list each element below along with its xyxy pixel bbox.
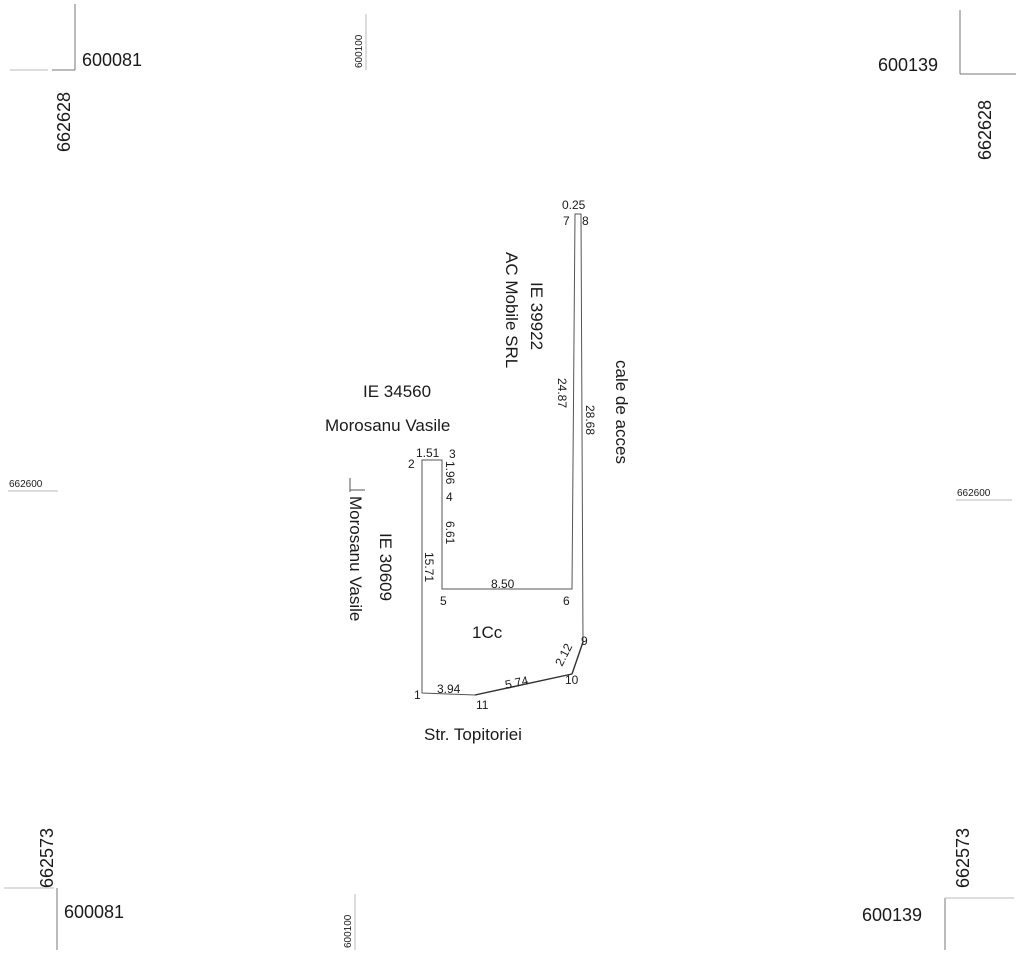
north-neighbor-ie: IE 34560 xyxy=(363,382,431,401)
grid-label-y-top-right: 662628 xyxy=(975,100,995,160)
boundary-segment-9-10 xyxy=(571,641,584,675)
grid-corner-top-left xyxy=(10,4,76,71)
grid-label-x-bottom-left: 600081 xyxy=(64,902,124,922)
point-label-3: 3 xyxy=(449,447,456,461)
street-label: Str. Topitoriei xyxy=(424,725,522,744)
east-neighbor-ie: IE 39922 xyxy=(527,282,546,350)
dimension-8-9: 28.68 xyxy=(583,405,597,435)
west-neighbor-ie: IE 30609 xyxy=(376,533,395,601)
dimension-4-5: 6.61 xyxy=(443,521,457,545)
dimension-5-6: 8.50 xyxy=(491,577,515,591)
point-label-5: 5 xyxy=(440,594,447,608)
grid-label-x-top-left: 600081 xyxy=(82,50,142,70)
grid-label-y-bottom-left: 662573 xyxy=(37,828,57,888)
west-neighbor-owner: Morosanu Vasile xyxy=(346,496,365,621)
access-road-label: cale de acces xyxy=(612,360,631,464)
point-label-4: 4 xyxy=(446,490,453,504)
grid-corner-bottom-left xyxy=(4,887,58,950)
dimension-6-7: 24.87 xyxy=(555,378,569,408)
dimension-3-4: 1.96 xyxy=(443,461,457,485)
point-label-10: 10 xyxy=(565,673,579,687)
point-label-2: 2 xyxy=(408,457,415,471)
point-label-7: 7 xyxy=(563,214,570,228)
grid-label-y-top-left: 662628 xyxy=(54,92,74,152)
dimension-2-3: 1.51 xyxy=(416,446,440,460)
grid-label-x-mid-bottom: 600100 xyxy=(343,914,354,948)
dimension-9-10: 2.12 xyxy=(552,641,575,668)
grid-label-x-bottom-right: 600139 xyxy=(862,905,922,925)
point-label-1: 1 xyxy=(414,688,421,702)
dimension-10-11: 5.74 xyxy=(504,673,530,692)
point-label-9: 9 xyxy=(581,634,588,648)
point-label-8: 8 xyxy=(582,214,589,228)
north-neighbor-owner: Morosanu Vasile xyxy=(325,416,450,435)
grid-corner-bottom-right xyxy=(944,897,1014,950)
grid-label-x-mid-top: 600100 xyxy=(354,34,365,68)
dimension-11-1: 3.94 xyxy=(437,682,461,696)
dimension-7-8: 0.25 xyxy=(562,198,586,212)
grid-label-x-top-right: 600139 xyxy=(878,55,938,75)
point-label-6: 6 xyxy=(563,594,570,608)
grid-label-y-mid-left: 662600 xyxy=(9,479,43,490)
parcel-label: 1Cc xyxy=(472,623,503,642)
east-neighbor-owner: AC Mobile SRL xyxy=(502,252,521,368)
dimension-1-2: 15.71 xyxy=(422,552,436,582)
grid-label-y-mid-right: 662600 xyxy=(957,488,991,499)
point-label-11: 11 xyxy=(476,698,489,712)
boundary-segment-10-11 xyxy=(474,673,573,696)
grid-mid-ticks xyxy=(8,14,1012,950)
grid-label-y-bottom-right: 662573 xyxy=(953,828,973,888)
grid-corner-top-right xyxy=(959,10,1016,75)
